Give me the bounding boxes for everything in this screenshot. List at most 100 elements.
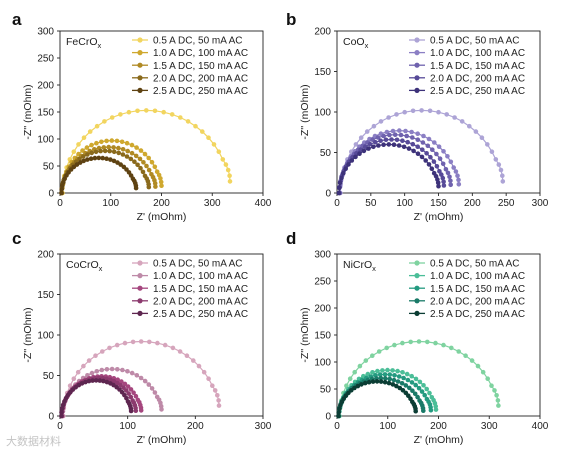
data-point xyxy=(424,151,429,156)
data-point xyxy=(128,394,134,400)
data-point xyxy=(108,377,113,383)
data-point xyxy=(459,119,465,124)
legend-entry: 2.5 A DC, 250 mA AC xyxy=(132,86,248,97)
data-point xyxy=(128,156,134,162)
data-point xyxy=(377,372,383,377)
data-point xyxy=(416,385,422,391)
data-point xyxy=(152,390,158,395)
data-point xyxy=(427,390,432,396)
data-point xyxy=(421,133,426,139)
data-point xyxy=(90,378,95,383)
x-tick-label: 250 xyxy=(498,198,515,209)
data-point xyxy=(433,407,439,412)
x-axis-label: Z' (mOhm) xyxy=(414,434,464,446)
y-tick-label: 200 xyxy=(314,27,331,38)
series-5 xyxy=(336,142,441,196)
data-point xyxy=(162,342,168,348)
data-point xyxy=(133,393,139,399)
data-point xyxy=(421,383,426,388)
data-point xyxy=(381,142,386,147)
data-point xyxy=(144,163,149,169)
data-point xyxy=(426,136,432,142)
data-point xyxy=(420,147,425,152)
data-point xyxy=(135,162,140,168)
data-point xyxy=(215,393,220,398)
legend-label: 2.5 A DC, 250 mA AC xyxy=(153,309,248,320)
data-point xyxy=(493,157,499,162)
data-point xyxy=(343,166,349,171)
data-point xyxy=(445,154,450,159)
data-point xyxy=(93,149,99,155)
data-point xyxy=(387,372,393,377)
data-point xyxy=(89,370,95,376)
data-point xyxy=(89,142,94,148)
legend-entry: 2.5 A DC, 250 mA AC xyxy=(132,309,248,320)
data-point xyxy=(71,376,77,382)
data-point xyxy=(106,144,111,150)
data-point xyxy=(115,367,120,372)
data-point xyxy=(140,169,146,175)
data-point xyxy=(415,394,420,400)
legend-entry: 2.0 A DC, 200 mA AC xyxy=(132,296,248,307)
data-point xyxy=(116,145,121,151)
data-point xyxy=(392,373,397,378)
data-point xyxy=(211,142,217,147)
data-point xyxy=(84,145,90,150)
data-point xyxy=(422,392,428,398)
data-point xyxy=(395,368,400,374)
data-point xyxy=(441,183,447,188)
data-point xyxy=(400,340,405,346)
data-point xyxy=(77,156,82,162)
data-point xyxy=(436,183,441,189)
data-point xyxy=(94,140,99,146)
data-point xyxy=(210,383,215,389)
chart-panel-d: d 0 100 200 300 400 0 50 100 150 200 250 300 Z' (mOhm… xyxy=(286,229,549,446)
data-point xyxy=(467,123,472,129)
data-point xyxy=(382,379,388,385)
data-point xyxy=(453,169,459,174)
data-point xyxy=(387,132,392,138)
y-axis-label: -Z'' (mOhm) xyxy=(22,84,34,139)
data-point xyxy=(410,388,415,394)
data-point xyxy=(100,349,105,354)
y-tick-label: 100 xyxy=(37,135,54,146)
data-point xyxy=(131,390,136,396)
y-tick-label: 250 xyxy=(37,54,54,65)
data-point xyxy=(434,164,440,169)
legend-marker xyxy=(414,50,420,56)
data-point xyxy=(138,148,144,153)
data-point xyxy=(378,138,383,143)
data-point xyxy=(397,128,402,133)
data-point xyxy=(441,149,446,154)
x-tick-label: 0 xyxy=(57,421,63,432)
data-point xyxy=(200,129,205,134)
x-tick-label: 0 xyxy=(334,198,340,209)
legend-entry: 1.5 A DC, 150 mA AC xyxy=(409,284,525,295)
data-point xyxy=(60,183,65,188)
data-point xyxy=(370,353,375,359)
data-point xyxy=(371,144,376,150)
legend-label: 1.0 A DC, 100 mA AC xyxy=(153,48,248,59)
data-point xyxy=(394,383,399,389)
legend-marker xyxy=(137,298,143,304)
data-point xyxy=(353,154,358,160)
data-point xyxy=(146,184,152,190)
data-point xyxy=(394,112,399,117)
data-point xyxy=(161,109,166,115)
data-point xyxy=(137,156,143,162)
data-point xyxy=(451,165,457,170)
data-point xyxy=(104,367,110,372)
data-point xyxy=(452,115,457,120)
data-point xyxy=(128,408,134,414)
data-point xyxy=(444,112,450,117)
data-point xyxy=(71,149,77,154)
y-tick-label: 200 xyxy=(314,304,331,315)
x-tick-label: 100 xyxy=(379,421,396,432)
data-point xyxy=(152,108,158,114)
data-point xyxy=(111,145,116,150)
data-point xyxy=(138,375,144,381)
panel-label: b xyxy=(286,10,296,29)
data-point xyxy=(355,383,361,389)
data-point xyxy=(97,378,103,383)
